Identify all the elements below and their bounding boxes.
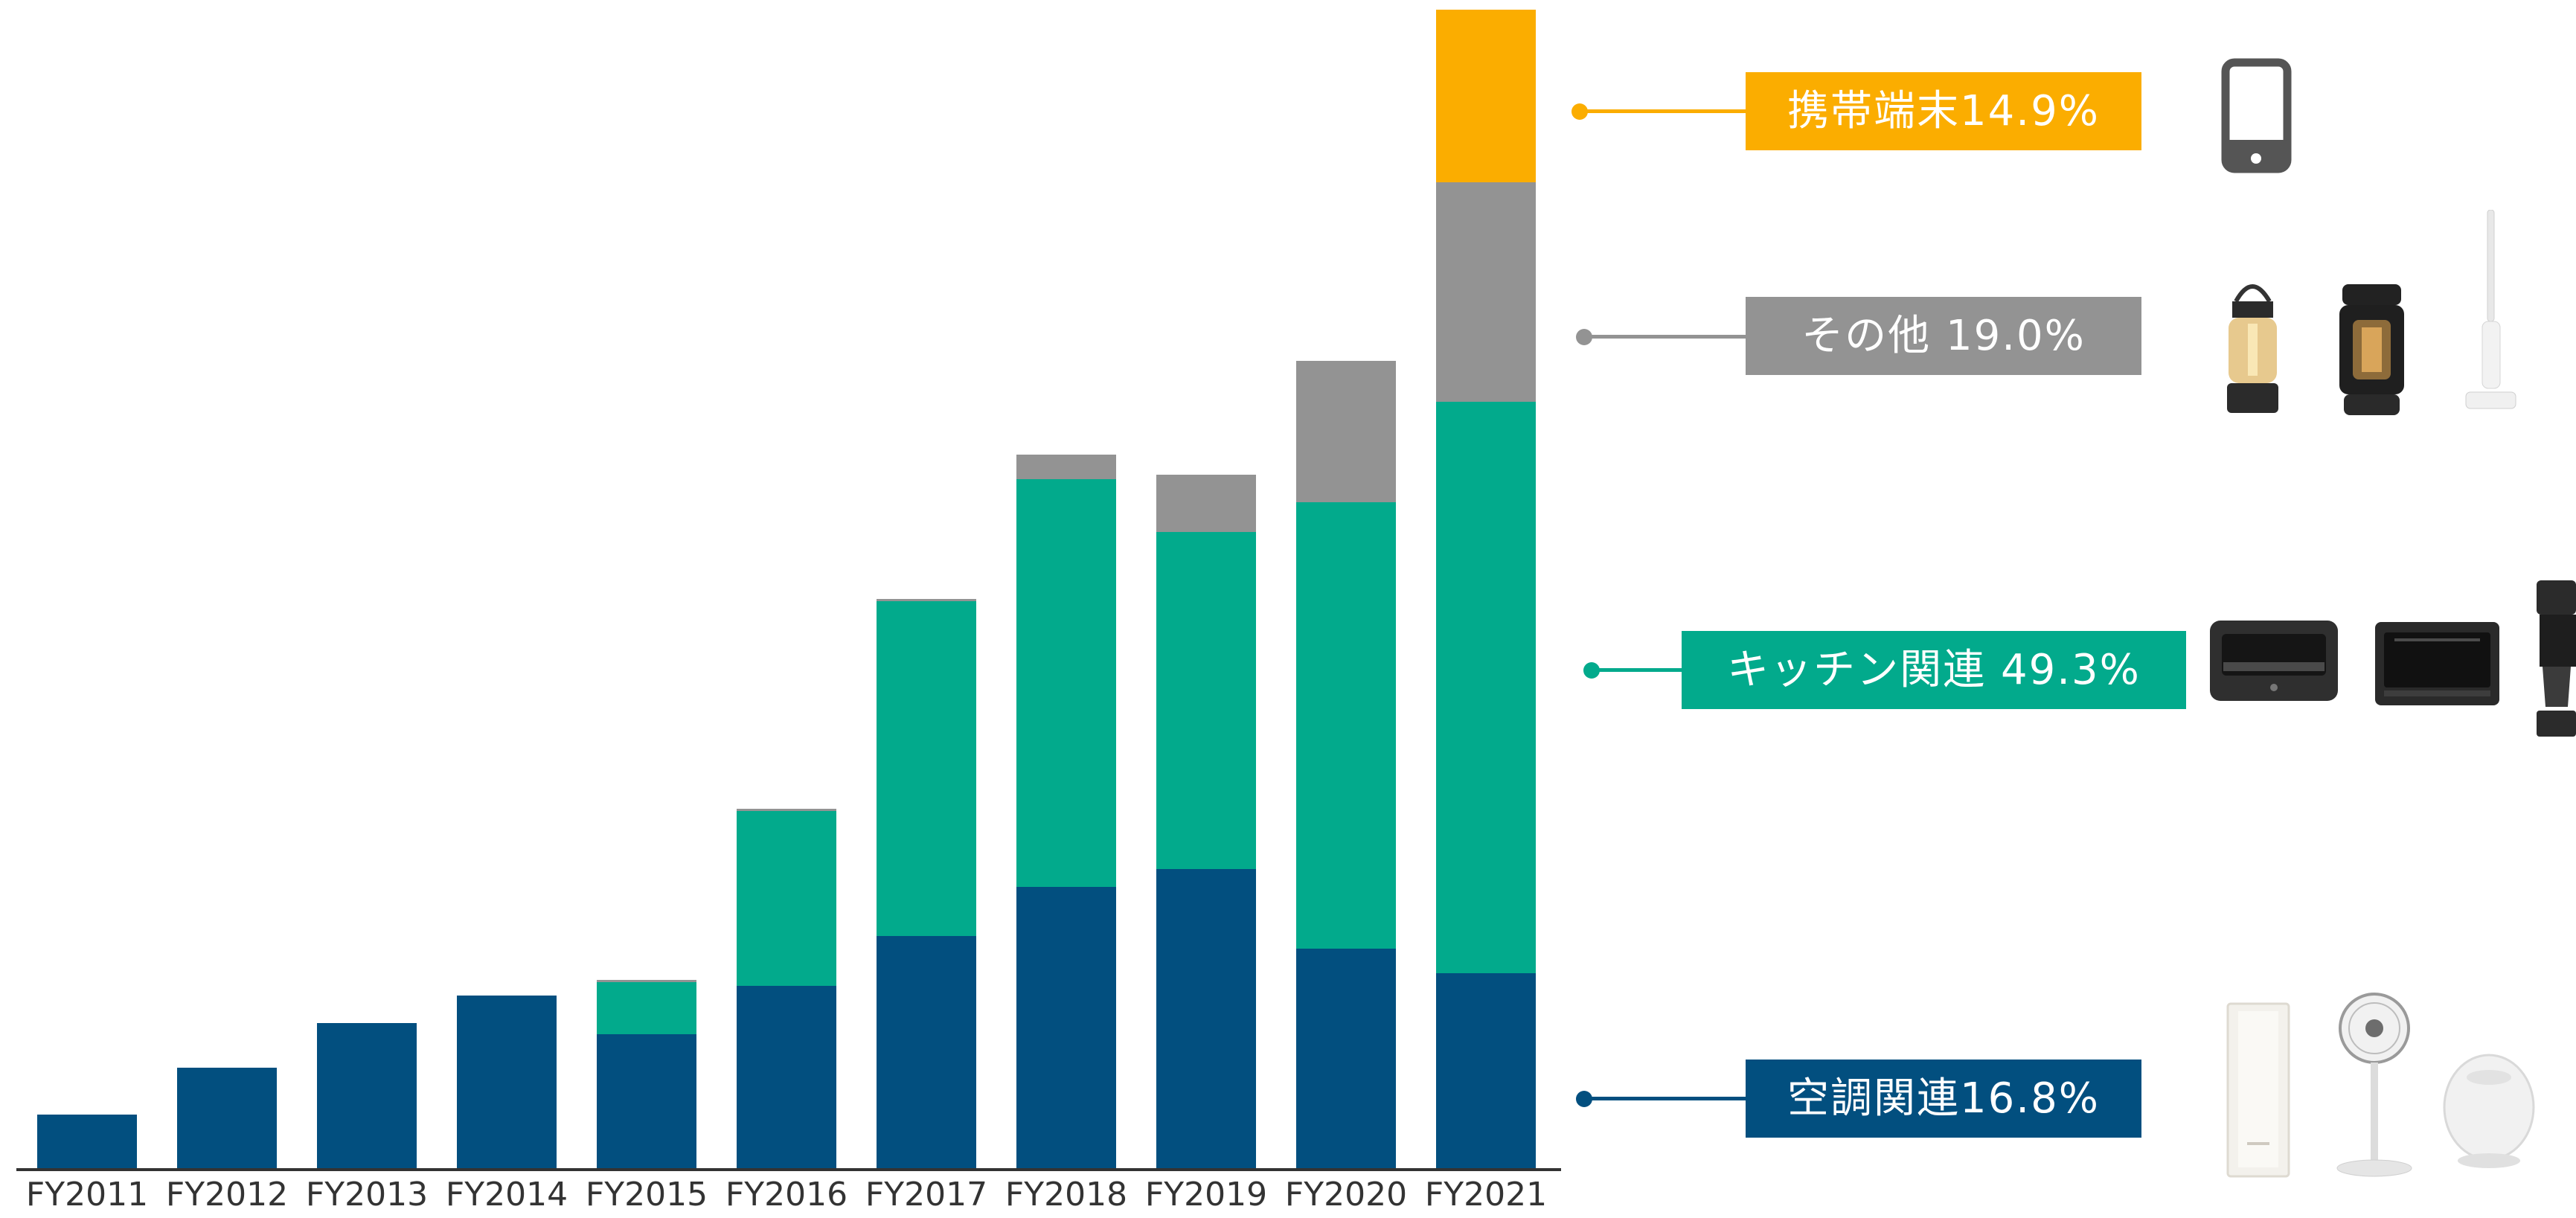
tick-label-fy2011: FY2011 bbox=[26, 1176, 148, 1214]
bar-fy2015-series-2 bbox=[597, 980, 696, 982]
bar-fy2021-series-2 bbox=[1436, 182, 1536, 402]
bar-fy2021-series-3 bbox=[1436, 10, 1536, 182]
bar-fy2013-series-0 bbox=[317, 1023, 417, 1168]
bar-fy2011-series-0 bbox=[37, 1115, 137, 1168]
coffee-maker-icon bbox=[2537, 580, 2576, 737]
stacked-bar-chart: FY2011 FY2012 FY2013 FY2014 FY2015 FY2016 FY20… bbox=[16, 10, 1561, 1214]
bar-fy2015-series-0 bbox=[597, 1034, 696, 1168]
bar-fy2019-series-0 bbox=[1156, 869, 1256, 1168]
tick-label-fy2018: FY2018 bbox=[1005, 1176, 1127, 1214]
air-purifier-icon bbox=[2226, 1002, 2290, 1178]
legend-dot-other bbox=[1576, 329, 1592, 345]
lantern-icon bbox=[2227, 284, 2278, 413]
bar-fy2016-series-2 bbox=[737, 809, 836, 811]
tick-label-fy2016: FY2016 bbox=[725, 1176, 848, 1214]
legend-dot-aircon bbox=[1576, 1091, 1592, 1107]
legend-line-mobile bbox=[1577, 109, 1749, 113]
bar-fy2021-series-0 bbox=[1436, 973, 1536, 1168]
bar-fy2018-series-2 bbox=[1016, 455, 1116, 479]
toaster-icon bbox=[2210, 621, 2338, 701]
bar-fy2015-series-1 bbox=[597, 982, 696, 1034]
tick-label-fy2021: FY2021 bbox=[1425, 1176, 1547, 1214]
humidifier-icon bbox=[2443, 1054, 2535, 1168]
legend-label-mobile: 携帯端末14.9% bbox=[1746, 72, 2141, 150]
bar-fy2020-series-2 bbox=[1296, 361, 1396, 502]
smartphone-icon bbox=[2221, 58, 2292, 173]
bar-fy2019-series-1 bbox=[1156, 532, 1256, 869]
bar-fy2021-series-1 bbox=[1436, 402, 1536, 973]
tick-label-fy2012: FY2012 bbox=[166, 1176, 288, 1214]
bar-fy2019-series-2 bbox=[1156, 475, 1256, 532]
bar-fy2017-series-1 bbox=[877, 601, 976, 936]
bar-fy2016-series-1 bbox=[737, 811, 836, 986]
bar-fy2014-series-0 bbox=[457, 996, 557, 1168]
bar-fy2020-series-1 bbox=[1296, 502, 1396, 949]
tick-label-fy2020: FY2020 bbox=[1285, 1176, 1407, 1214]
legend-line-other bbox=[1583, 335, 1749, 339]
tick-label-fy2019: FY2019 bbox=[1145, 1176, 1267, 1214]
bar-fy2018-series-0 bbox=[1016, 887, 1116, 1168]
tick-label-fy2017: FY2017 bbox=[865, 1176, 987, 1214]
tick-label-fy2013: FY2013 bbox=[306, 1176, 428, 1214]
bar-fy2018-series-1 bbox=[1016, 479, 1116, 887]
oven-range-icon bbox=[2375, 622, 2499, 705]
bar-fy2017-series-0 bbox=[877, 936, 976, 1168]
legend-label-other: その他 19.0% bbox=[1746, 297, 2141, 375]
legend-dot-kitchen bbox=[1583, 662, 1600, 679]
electric-fan-icon bbox=[2336, 993, 2412, 1177]
bar-fy2012-series-0 bbox=[177, 1068, 277, 1168]
bar-fy2016-series-0 bbox=[737, 986, 836, 1168]
legend-label-aircon: 空調関連16.8% bbox=[1746, 1060, 2141, 1138]
speaker-lantern-icon bbox=[2339, 284, 2404, 415]
tick-label-fy2014: FY2014 bbox=[446, 1176, 568, 1214]
stick-vacuum-icon bbox=[2465, 210, 2516, 409]
legend-line-kitchen bbox=[1591, 668, 1683, 672]
legend-dot-mobile bbox=[1571, 103, 1588, 120]
tick-label-fy2015: FY2015 bbox=[586, 1176, 708, 1214]
legend-line-aircon bbox=[1583, 1097, 1749, 1100]
legend-label-kitchen: キッチン関連 49.3% bbox=[1682, 631, 2186, 709]
bar-fy2020-series-0 bbox=[1296, 949, 1396, 1168]
bar-fy2017-series-2 bbox=[877, 599, 976, 601]
